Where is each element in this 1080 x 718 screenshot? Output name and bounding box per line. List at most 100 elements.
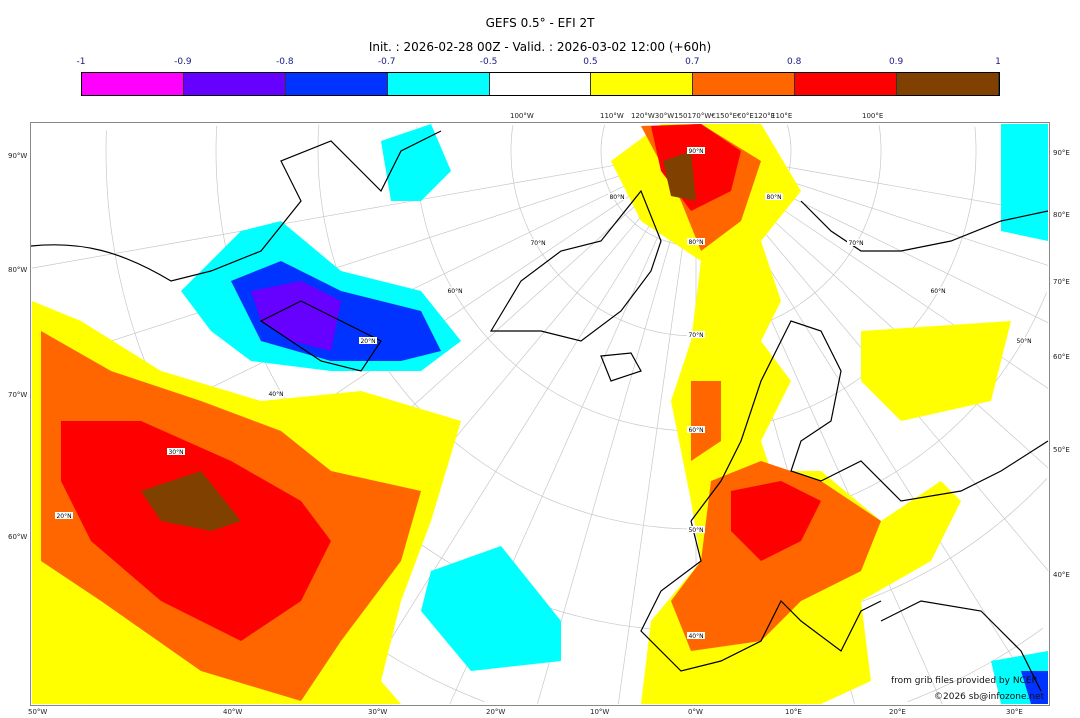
- efi-region: [381, 124, 451, 201]
- chart-subtitle: Init. : 2026-02-28 00Z - Valid. : 2026-0…: [368, 40, 712, 54]
- axis-tick-label: 10°W: [590, 708, 610, 716]
- latitude-label: 50°N: [688, 527, 703, 534]
- colorbar-tick-label: 1: [995, 57, 1001, 67]
- latitude-label: 80°N: [766, 194, 781, 201]
- coastline: [31, 130, 442, 282]
- latitude-label: 40°N: [688, 633, 703, 640]
- latitude-label: 70°N: [848, 240, 863, 247]
- latitude-label-background: [267, 390, 285, 397]
- axis-tick-label: 40°W: [223, 708, 243, 716]
- latitude-label-background: [446, 287, 464, 294]
- colorbar-tick-label: 0.8: [787, 57, 802, 67]
- colorbar-swatch: [183, 73, 286, 95]
- coastline-baffin: [259, 300, 382, 372]
- coastline-iceland: [600, 352, 642, 382]
- colorbar-swatch: [795, 73, 898, 95]
- map: 90°N 80°N 70°N 60°N 50°N 40°N 30°N 20°N 20°N 40°N…: [30, 122, 1050, 706]
- axis-tick-label: 110°E: [771, 112, 793, 120]
- latitude-label-background: [929, 287, 947, 294]
- coastline-siberia: [800, 200, 1049, 252]
- latitude-label-background: [608, 193, 626, 200]
- axis-tick-label: 100°E: [862, 112, 884, 120]
- axis-tick-label: 50°E: [1053, 446, 1070, 454]
- coastline-mediterranean: [640, 520, 882, 672]
- efi-region: [421, 546, 561, 671]
- latitude-label: 80°N: [609, 194, 624, 201]
- efi-region: [1001, 124, 1048, 241]
- axis-tick-label: 20°W: [486, 708, 506, 716]
- coastlines: [31, 130, 1049, 692]
- latitude-label-background: [687, 632, 705, 639]
- coastline-europe: [690, 320, 1049, 522]
- axis-tick-label: 90°W: [8, 152, 28, 160]
- latitude-label: 40°N: [268, 391, 283, 398]
- latitude-label: 60°N: [688, 427, 703, 434]
- axis-tick-label: 60°W: [8, 533, 28, 541]
- latitude-line: [415, 126, 696, 432]
- axis-tick-label: 100°W: [510, 112, 534, 120]
- colorbar-swatch: [897, 73, 1000, 95]
- colorbar-tick-label: 0.7: [685, 57, 700, 67]
- colorbar: [81, 72, 1000, 96]
- chart-title: GEFS 0.5° - EFI 2T: [485, 16, 595, 30]
- latitude-label-background: [55, 512, 73, 519]
- latitude-label-background: [1015, 337, 1033, 344]
- colorbar-tick-label: -0.7: [377, 57, 396, 67]
- axis-tick-label: 0°W: [688, 708, 703, 716]
- latitude-label-background: [359, 337, 377, 344]
- latitude-label-background: [847, 239, 865, 246]
- axis-tick-label: 40°E: [1053, 571, 1070, 579]
- latitude-line: [907, 628, 1044, 703]
- coastline-black-sea: [880, 600, 1042, 692]
- efi-region: [731, 481, 821, 561]
- latitude-label-background: [687, 238, 705, 245]
- latitude-label: 20°N: [360, 338, 375, 345]
- axis-tick-label: 80°W: [8, 266, 28, 274]
- latitude-line: [510, 125, 696, 337]
- colorbar-tick-label: 0.9: [888, 57, 904, 67]
- meridian-line: [31, 150, 697, 368]
- axis-tick-label: 110°W: [600, 112, 624, 120]
- latitude-label: 70°N: [530, 240, 545, 247]
- efi-region: [611, 124, 961, 704]
- colorbar-swatch: [387, 73, 490, 95]
- latitude-label: 30°N: [168, 449, 183, 456]
- latitude-label: 60°N: [447, 288, 462, 295]
- latitude-label-background: [687, 426, 705, 433]
- data-source-credit: from grib files provided by NCEP: [891, 676, 1037, 686]
- efi-region: [651, 124, 741, 211]
- colorbar-tick-label: -0.5: [479, 57, 498, 67]
- latitude-line: [600, 124, 696, 247]
- efi-region: [671, 461, 881, 651]
- latitude-label-background: [765, 193, 783, 200]
- axis-tick-label: 120°W30°W150170°W€150°E€0°E120°E: [631, 112, 776, 120]
- axis-tick-label: 70°E: [1053, 278, 1070, 286]
- latitude-label: 90°N: [688, 148, 703, 155]
- meridian-line: [537, 150, 697, 705]
- axis-tick-label: 50°W: [28, 708, 48, 716]
- meridian-line: [350, 150, 697, 705]
- axis-tick-label: 90°E: [1053, 149, 1070, 157]
- colorbar-swatch: [285, 73, 388, 95]
- efi-field: [32, 124, 1048, 704]
- colorbar-tick-label: -0.9: [174, 57, 192, 67]
- axis-tick-label: 80°E: [1053, 211, 1070, 219]
- efi-region: [61, 421, 331, 641]
- meridian-line: [31, 150, 697, 269]
- colorbar-tick-label: -1: [76, 57, 86, 67]
- axis-tick-label: 30°W: [368, 708, 388, 716]
- efi-region: [141, 471, 241, 531]
- axis-tick-label: 70°W: [8, 391, 28, 399]
- latitude-label-background: [687, 526, 705, 533]
- colorbar-swatch: [82, 73, 184, 95]
- axis-tick-label: 60°E: [1053, 353, 1070, 361]
- latitude-label: 80°N: [688, 239, 703, 246]
- efi-region: [861, 321, 1011, 421]
- axis-tick-label: 30°E: [1006, 708, 1023, 716]
- latitude-label: 70°N: [688, 332, 703, 339]
- axis-tick-label: 20°E: [889, 708, 906, 716]
- latitude-label: 60°N: [930, 288, 945, 295]
- colorbar-swatch: [489, 73, 592, 95]
- latitude-label-background: [529, 239, 547, 246]
- copyright-credit: ©2026 sb@infozone.net: [934, 692, 1045, 702]
